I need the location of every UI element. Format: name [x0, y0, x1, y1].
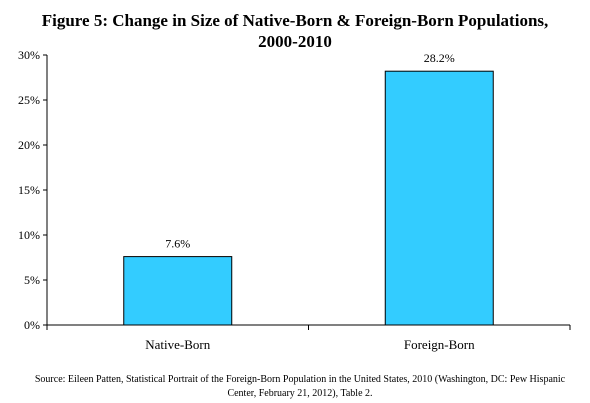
y-tick-label: 25% — [18, 93, 40, 107]
bar-series — [123, 70, 494, 326]
y-tick-label: 5% — [24, 273, 40, 287]
data-label: 28.2% — [424, 51, 455, 65]
y-tick-label: 15% — [18, 183, 40, 197]
y-tick-label: 20% — [18, 138, 40, 152]
data-labels: 7.6% 28.2% — [165, 51, 455, 250]
y-tick-label: 30% — [18, 48, 40, 62]
x-category-label: Native-Born — [145, 337, 210, 352]
bar-foreign-born — [384, 70, 494, 326]
bar-native-born — [123, 256, 233, 326]
chart-title: Figure 5: Change in Size of Native-Born … — [0, 10, 590, 52]
y-tick-label: 10% — [18, 228, 40, 242]
source-note: Source: Eileen Patten, Statistical Portr… — [34, 374, 566, 399]
x-axis: Native-Born Foreign-Born — [46, 324, 571, 352]
y-axis: 0% 5% 10% 15% 20% 25% 30% — [18, 48, 48, 332]
data-label: 7.6% — [165, 237, 190, 251]
y-tick-label: 0% — [24, 318, 40, 332]
chart-title-line-1: Figure 5: Change in Size of Native-Born … — [41, 11, 549, 30]
chart-title-line-2: 2000-2010 — [258, 32, 332, 51]
x-category-label: Foreign-Born — [404, 337, 475, 352]
